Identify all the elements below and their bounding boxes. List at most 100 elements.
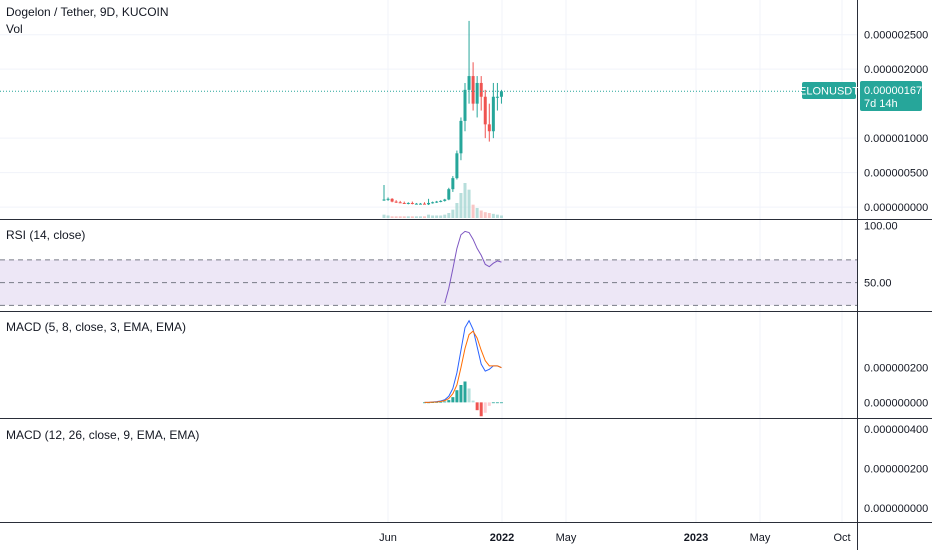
volume-bar xyxy=(443,214,447,218)
macd-fast-title[interactable]: MACD (5, 8, close, 3, EMA, EMA) xyxy=(6,320,187,334)
candle-body xyxy=(447,189,451,200)
volume-bar xyxy=(467,189,471,218)
volume-bar xyxy=(491,213,495,218)
macd-histogram-bar xyxy=(499,402,503,404)
rsi-line-group xyxy=(444,230,502,304)
rsi-title[interactable]: RSI (14, close) xyxy=(6,228,86,242)
macd-histogram-bar xyxy=(443,401,447,403)
macd-histogram-bar xyxy=(491,402,495,404)
volume-bar xyxy=(479,210,483,218)
rsi-tick-label: 100.00 xyxy=(864,221,898,233)
volume-bar xyxy=(471,204,475,218)
badge-countdown: 7d 14h xyxy=(864,98,898,110)
candle-body xyxy=(499,91,503,97)
volume-bar xyxy=(402,216,406,218)
macd-histogram-bar xyxy=(463,381,467,403)
volume-bar xyxy=(483,212,487,218)
macd-line xyxy=(424,319,502,403)
volume-bar xyxy=(451,209,455,218)
volume-bar xyxy=(418,216,422,218)
candle-body xyxy=(439,200,443,202)
candle-body xyxy=(414,203,418,205)
macd-histogram-bar xyxy=(439,401,443,403)
candle-body xyxy=(459,120,463,154)
macd-histogram-bar xyxy=(483,402,487,413)
price-tick-label: 0.000002000 xyxy=(864,64,928,76)
candlesticks[interactable] xyxy=(382,20,503,206)
candle-body xyxy=(487,124,491,132)
candle-body xyxy=(423,203,426,205)
macd-slow-tick-label: 0.000000000 xyxy=(864,503,928,515)
time-tick-label: May xyxy=(556,532,577,544)
candle-body xyxy=(402,202,406,204)
macd-histogram-bar xyxy=(451,397,455,403)
volume-bar xyxy=(386,215,390,218)
time-tick-label: Oct xyxy=(833,532,850,544)
price-tick-label: 0.000002500 xyxy=(864,30,928,42)
candle-body xyxy=(382,199,386,201)
volume-bars xyxy=(382,183,503,218)
volume-bar xyxy=(427,214,431,218)
badge-symbol: ELONUSDT xyxy=(799,86,859,98)
rsi-band xyxy=(0,259,857,306)
candle-body xyxy=(390,198,394,202)
candle-body xyxy=(479,82,483,97)
volume-bar xyxy=(447,213,451,218)
candle-body xyxy=(451,178,455,190)
macd-slow-tick-label: 0.000000400 xyxy=(864,424,928,436)
volume-bar xyxy=(406,216,410,218)
rsi-line xyxy=(444,230,502,304)
candle-body xyxy=(398,202,402,204)
symbol-title[interactable]: Dogelon / Tether, 9D, KUCOIN xyxy=(6,5,169,19)
price-tick-label: 0.000001000 xyxy=(864,133,928,145)
volume-bar xyxy=(414,216,418,218)
volume-bar xyxy=(499,215,503,218)
volume-bar xyxy=(398,216,402,218)
badge-price: 0.000001679 xyxy=(864,85,928,97)
volume-bar xyxy=(455,203,459,218)
macd-group xyxy=(423,319,503,417)
rsi-tick-label: 50.00 xyxy=(864,278,892,290)
candle-body xyxy=(455,153,459,179)
time-tick-label: 2023 xyxy=(684,532,708,544)
macd-fast-tick-label: 0.000000200 xyxy=(864,363,928,375)
macd-histogram-bar xyxy=(475,402,479,411)
macd-slow-title[interactable]: MACD (12, 26, close, 9, EMA, EMA) xyxy=(6,428,200,442)
macd-signal-line xyxy=(424,330,502,403)
candle-body xyxy=(431,202,435,204)
volume-bar xyxy=(435,215,439,218)
time-axis[interactable]: Jun 2022 May 2023 May Oct xyxy=(379,532,850,544)
candle-body xyxy=(418,203,422,205)
macd-slow-tick-label: 0.000000200 xyxy=(864,464,928,476)
candle-body xyxy=(443,199,447,201)
macd-histogram-bar xyxy=(455,390,459,403)
candle-body xyxy=(435,201,439,203)
macd-histogram-bar xyxy=(479,402,483,417)
price-tick-label: 0.000000500 xyxy=(864,168,928,180)
time-tick-label: Jun xyxy=(379,532,397,544)
macd-histogram-bar xyxy=(495,402,499,404)
candle-body xyxy=(467,76,471,90)
candle-body xyxy=(427,202,431,205)
price-axis[interactable]: 0.000000000 0.000000500 0.000001000 0.00000… xyxy=(864,30,928,515)
candle-body xyxy=(471,76,475,104)
volume-bar xyxy=(423,216,426,218)
price-tick-label: 0.000000000 xyxy=(864,202,928,214)
macd-histogram-bar xyxy=(467,388,471,403)
volume-label[interactable]: Vol xyxy=(6,22,23,36)
candle-body xyxy=(410,202,414,204)
macd-histogram-bar xyxy=(459,384,463,403)
badge-price-box xyxy=(860,81,922,111)
volume-bar xyxy=(487,213,491,218)
candle-body xyxy=(386,198,390,200)
macd-fast-tick-label: 0.000000000 xyxy=(864,397,928,409)
macd-histogram-bar xyxy=(471,400,475,403)
macd-histogram-bar xyxy=(447,400,451,403)
volume-bar xyxy=(463,183,467,218)
volume-bar xyxy=(495,214,499,218)
volume-bar xyxy=(475,208,479,218)
macd-histogram-bar xyxy=(487,402,491,406)
candle-body xyxy=(463,89,467,121)
